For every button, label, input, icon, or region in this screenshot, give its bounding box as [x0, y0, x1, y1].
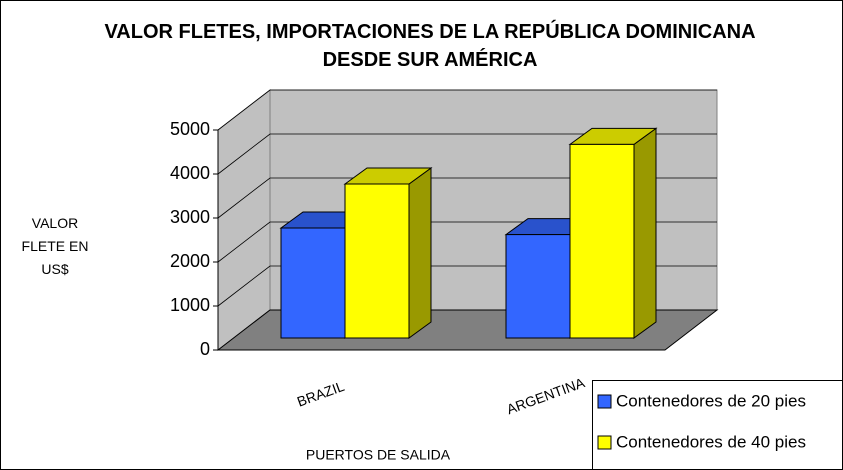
bar-group — [568, 127, 658, 339]
bar — [344, 183, 410, 339]
legend-swatch — [597, 394, 612, 409]
bar — [505, 234, 571, 339]
grid-line — [217, 89, 717, 131]
bar-side — [633, 127, 657, 339]
y-tick-label: 2000 — [170, 251, 210, 271]
y-tick-label: 1000 — [170, 295, 210, 315]
side-wall — [217, 88, 271, 352]
bar-group — [343, 167, 433, 339]
x-axis-label: PUERTOS DE SALIDA — [306, 447, 451, 463]
grid-line — [217, 177, 717, 219]
bar — [569, 143, 635, 339]
y-tick-label: 0 — [200, 339, 210, 359]
legend-box — [592, 380, 843, 470]
legend-swatch — [597, 435, 612, 450]
legend-label: Contenedores de 40 pies — [616, 432, 806, 451]
legend-label: Contenedores de 20 pies — [616, 391, 806, 410]
bar — [280, 227, 346, 339]
chart-title: VALOR FLETES, IMPORTACIONES DE LA REPÚBL… — [104, 21, 756, 71]
y-tick-label: 4000 — [170, 163, 210, 183]
y-tick-label: 3000 — [170, 207, 210, 227]
y-tick-label: 5000 — [170, 119, 210, 139]
y-axis-label: VALOR FLETE EN US$ — [21, 215, 89, 277]
grid-line — [217, 133, 717, 175]
bar-side — [408, 167, 432, 339]
